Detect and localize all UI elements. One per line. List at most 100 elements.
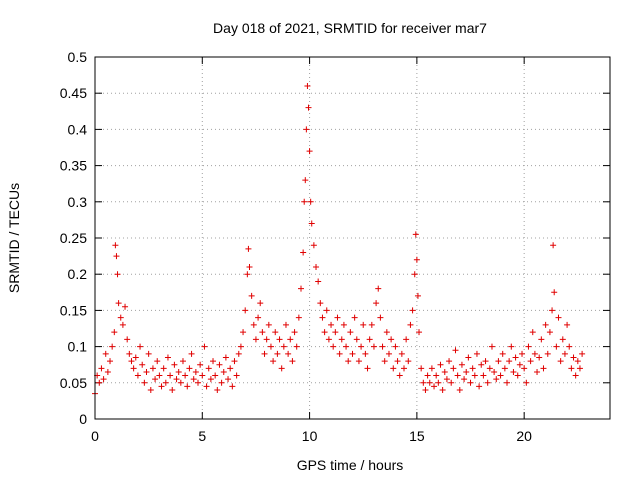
data-point [227, 365, 234, 372]
data-point [471, 372, 478, 379]
data-point [285, 350, 292, 357]
y-tick-label: 0.15 [60, 302, 87, 318]
data-point [420, 379, 427, 386]
data-point [280, 343, 287, 350]
data-point [362, 350, 369, 357]
data-point [355, 358, 362, 365]
data-point [330, 343, 337, 350]
data-point [235, 350, 242, 357]
data-point [162, 379, 169, 386]
data-point [561, 350, 568, 357]
data-point [171, 361, 178, 368]
data-point [412, 231, 419, 238]
data-point [109, 343, 116, 350]
data-point [381, 358, 388, 365]
data-point [195, 379, 201, 386]
data-point [265, 321, 272, 328]
data-point [392, 343, 399, 350]
data-point [278, 365, 285, 372]
data-point [343, 343, 350, 350]
data-point [315, 278, 322, 285]
data-point [368, 321, 375, 328]
data-point [149, 365, 156, 372]
data-point [96, 379, 103, 386]
data-point [531, 350, 538, 357]
data-point [112, 242, 119, 249]
data-point [287, 336, 294, 343]
x-tick-label: 15 [409, 428, 425, 444]
data-point [300, 249, 307, 256]
data-point [482, 358, 489, 365]
data-point [424, 372, 431, 379]
data-point [225, 376, 232, 383]
data-point [495, 358, 502, 365]
data-point [252, 336, 259, 343]
data-point [304, 82, 311, 89]
data-point [411, 271, 418, 278]
data-point [555, 314, 562, 321]
data-point [529, 329, 536, 336]
data-point [137, 343, 144, 350]
data-point [220, 368, 227, 375]
data-point [156, 372, 163, 379]
data-point [143, 368, 150, 375]
data-point [523, 379, 530, 386]
data-point [358, 343, 365, 350]
data-point [104, 368, 111, 375]
data-point [508, 343, 515, 350]
data-point [551, 289, 558, 296]
data-point [317, 300, 324, 307]
data-point [147, 387, 154, 394]
data-point [465, 354, 472, 361]
data-point [426, 379, 433, 386]
data-point [305, 104, 312, 111]
data-point [437, 361, 444, 368]
y-tick-label: 0.4 [68, 121, 88, 137]
data-point [572, 372, 579, 379]
data-point [240, 329, 247, 336]
chart-title: Day 018 of 2021, SRMTID for receiver mar… [213, 20, 487, 36]
data-point [566, 343, 573, 350]
y-tick-label: 0.25 [60, 230, 87, 246]
data-point [553, 343, 560, 350]
data-point [347, 329, 354, 336]
data-point [182, 372, 189, 379]
data-point [289, 358, 296, 365]
data-point [559, 336, 566, 343]
data-point [422, 387, 429, 394]
data-point [139, 361, 146, 368]
x-tick-label: 5 [198, 428, 206, 444]
data-point [351, 314, 358, 321]
data-point [179, 358, 186, 365]
data-point [538, 336, 545, 343]
data-point [218, 379, 225, 386]
y-tick-label: 0 [79, 411, 87, 427]
data-point [310, 242, 317, 249]
data-point [302, 177, 309, 184]
data-point [461, 376, 468, 383]
data-point [473, 350, 480, 357]
data-point [132, 354, 139, 361]
data-point [564, 321, 571, 328]
data-point [398, 350, 405, 357]
data-point [107, 358, 114, 365]
data-point [405, 358, 412, 365]
data-point [188, 350, 195, 357]
y-tick-label: 0.3 [68, 194, 88, 210]
data-point [325, 336, 332, 343]
data-point [231, 358, 238, 365]
data-point [407, 321, 414, 328]
y-tick-label: 0.5 [68, 49, 88, 65]
data-point [276, 336, 283, 343]
data-point [336, 350, 343, 357]
data-point [570, 354, 577, 361]
data-point [433, 372, 440, 379]
data-point [212, 372, 219, 379]
data-point [385, 350, 392, 357]
data-point [456, 387, 463, 394]
data-point [525, 343, 532, 350]
data-point [167, 372, 174, 379]
data-point [488, 343, 495, 350]
data-point [328, 321, 335, 328]
data-point [334, 314, 341, 321]
